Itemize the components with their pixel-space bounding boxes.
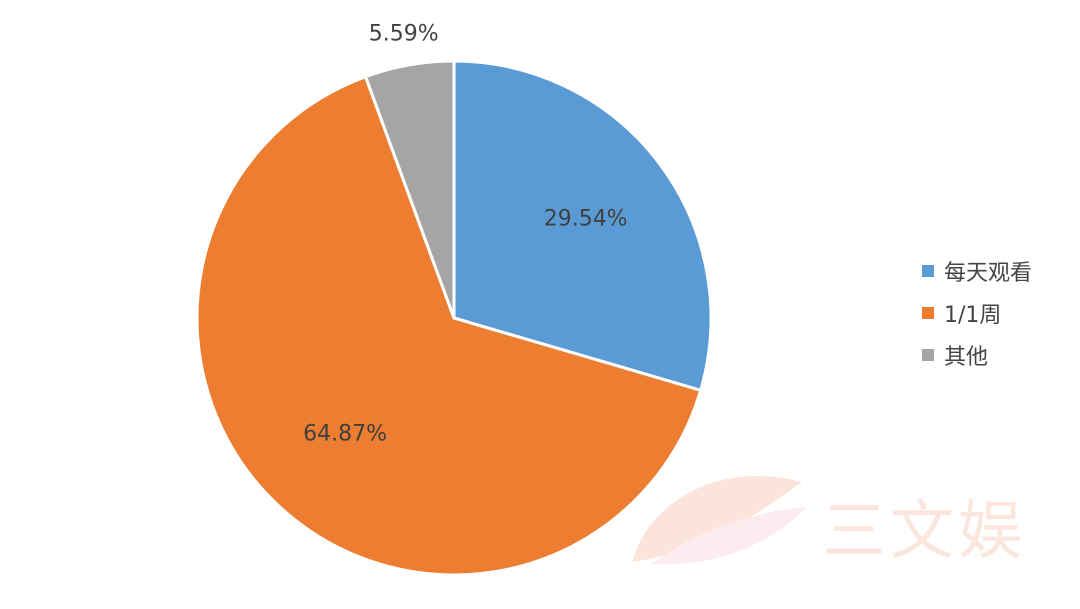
legend-item-2: 其他 bbox=[922, 342, 1032, 370]
legend-item-1: 1/1周 bbox=[922, 300, 1032, 328]
legend: 每天观看 1/1周 其他 bbox=[922, 258, 1033, 370]
data-label-1: 64.87% bbox=[303, 421, 387, 446]
legend-item-0: 每天观看 bbox=[922, 258, 1033, 286]
legend-label-0: 每天观看 bbox=[944, 261, 1033, 286]
data-label-2: 5.59% bbox=[369, 22, 439, 47]
legend-swatch-0 bbox=[922, 265, 934, 277]
legend-label-2: 其他 bbox=[944, 345, 989, 370]
legend-label-1: 1/1周 bbox=[944, 303, 1002, 328]
pie-slice-1 bbox=[195, 75, 703, 577]
pie-slice-2 bbox=[364, 59, 456, 320]
legend-swatch-2 bbox=[922, 349, 934, 361]
legend-swatch-1 bbox=[922, 307, 934, 319]
data-label-0: 29.54% bbox=[544, 206, 628, 231]
pie-slice-0 bbox=[452, 59, 713, 392]
